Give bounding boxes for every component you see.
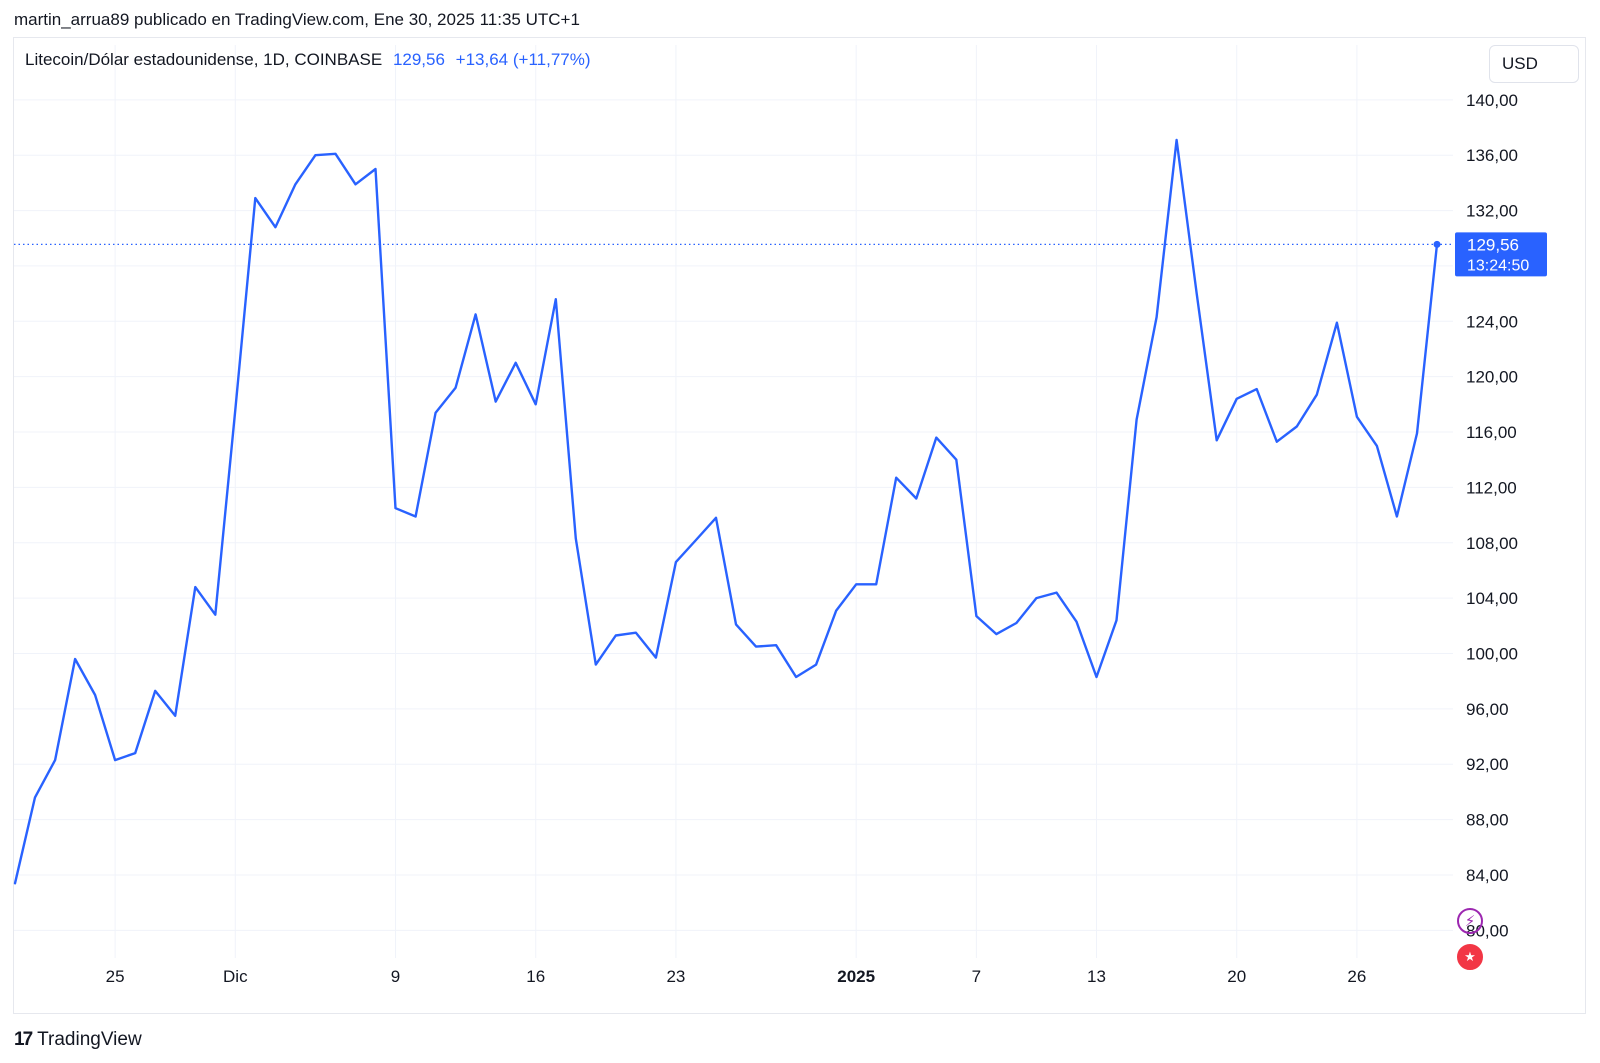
price-tag-value: 129,56 [1467, 235, 1519, 254]
tradingview-wordmark: TradingView [37, 1029, 142, 1050]
y-tick-label: 96,00 [1466, 700, 1509, 719]
y-tick-label: 100,00 [1466, 644, 1518, 663]
x-tick-label: 16 [526, 967, 545, 986]
x-tick-label: Dic [223, 967, 248, 986]
y-tick-label: 120,00 [1466, 368, 1518, 387]
price-axis: 80,0084,0088,0092,0096,00100,00104,00108… [1466, 91, 1518, 940]
x-tick-label: 23 [666, 967, 685, 986]
chart-grid [14, 45, 1453, 958]
x-tick-label: 2025 [837, 967, 875, 986]
y-tick-label: 84,00 [1466, 866, 1509, 885]
y-tick-label: 140,00 [1466, 91, 1518, 110]
x-tick-label: 25 [106, 967, 125, 986]
price-tag-box [1455, 232, 1547, 277]
x-tick-label: 20 [1227, 967, 1246, 986]
x-tick-label: 9 [391, 967, 400, 986]
y-tick-label: 136,00 [1466, 146, 1518, 165]
y-tick-label: 92,00 [1466, 755, 1509, 774]
chart-frame [13, 37, 1586, 1014]
price-change-value: +13,64 (+11,77%) [455, 50, 591, 69]
x-tick-label: 26 [1347, 967, 1366, 986]
us-flag-event-icon[interactable]: ★ [1457, 944, 1483, 970]
y-tick-label: 104,00 [1466, 589, 1518, 608]
publication-attribution: martin_arrua89 publicado en TradingView.… [14, 10, 580, 29]
y-tick-label: 132,00 [1466, 202, 1518, 221]
price-tag-countdown: 13:24:50 [1467, 257, 1529, 274]
lightning-event-icon[interactable]: ⚡ [1457, 908, 1483, 934]
tradingview-logo[interactable]: 17 TradingView [14, 1029, 142, 1051]
last-price-tag: 129,56 13:24:50 [1455, 232, 1547, 277]
y-tick-label: 88,00 [1466, 811, 1509, 830]
time-axis: 25 Dic 9 16 23 2025 7 13 20 26 [106, 967, 1367, 986]
tradingview-mark-icon: 17 [14, 1029, 33, 1050]
y-tick-label: 116,00 [1466, 423, 1517, 442]
symbol-legend: Litecoin/Dólar estadounidense, 1D, COINB… [25, 50, 591, 70]
price-line [13, 138, 1439, 885]
last-price-value: 129,56 [392, 50, 445, 69]
currency-button[interactable]: USD [1489, 45, 1579, 83]
x-tick-label: 13 [1087, 967, 1106, 986]
x-tick-label: 7 [972, 967, 981, 986]
y-tick-label: 108,00 [1466, 534, 1518, 553]
last-price-dot [1433, 240, 1441, 248]
symbol-description[interactable]: Litecoin/Dólar estadounidense, 1D, COINB… [25, 50, 383, 69]
y-tick-label: 112,00 [1466, 478, 1517, 497]
price-series [13, 138, 1453, 885]
y-tick-label: 124,00 [1466, 312, 1518, 331]
